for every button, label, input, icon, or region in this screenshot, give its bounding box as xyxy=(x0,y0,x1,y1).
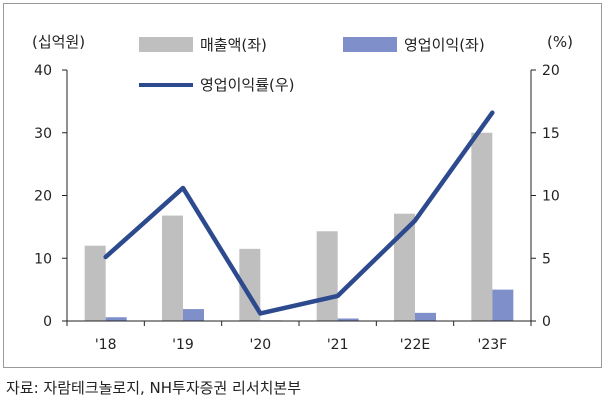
left-tick-label-4: 40 xyxy=(34,63,52,79)
right-tick-label-3: 15 xyxy=(542,126,560,142)
x-tick-label-4: '22E xyxy=(400,337,431,353)
left-tick-label-1: 10 xyxy=(34,251,52,267)
sales-bar-4 xyxy=(394,213,415,321)
op-profit-bar-4 xyxy=(415,312,436,321)
left-tick-label-0: 0 xyxy=(43,314,52,330)
legend-label-op-profit: 영업이익(좌) xyxy=(404,36,485,54)
x-tick-label-3: '21 xyxy=(327,337,349,353)
line-layer xyxy=(103,110,495,316)
x-tick-label-2: '20 xyxy=(249,337,271,353)
sales-bar-0 xyxy=(84,245,106,321)
op-profit-bar-5 xyxy=(492,289,514,321)
legend-swatch-op-profit xyxy=(343,37,397,52)
source-note: 자료: 자람테크놀로지, NH투자증권 리서치본부 xyxy=(6,379,302,397)
op-profit-bar-1 xyxy=(183,309,204,321)
combo-chart: 0 10 20 30 40 0 5 10 15 20 '18 '19 '20 '21 '22E '23F (십… xyxy=(32,33,573,353)
right-tick-label-4: 20 xyxy=(542,63,560,79)
legend-swatch-sales xyxy=(139,37,193,52)
x-tick-label-1: '19 xyxy=(172,337,194,353)
legend-label-op-margin: 영업이익률(우) xyxy=(200,76,295,94)
axes-layer xyxy=(66,70,532,322)
sales-bar-5 xyxy=(471,132,493,321)
chart-frame xyxy=(3,3,602,368)
x-tick-label-0: '18 xyxy=(95,337,117,353)
right-tick-label-1: 5 xyxy=(542,251,551,267)
left-tick-label-3: 30 xyxy=(34,126,52,142)
x-tick-label-5: '23F xyxy=(477,337,507,353)
right-tick-label-2: 10 xyxy=(542,189,560,205)
op-profit-bar-3 xyxy=(337,318,359,321)
right-tick-label-0: 0 xyxy=(542,314,551,330)
sales-bar-1 xyxy=(162,215,183,321)
legend: 매출액(좌) 영업이익(좌) 영업이익률(우) xyxy=(139,36,485,94)
legend-label-sales: 매출액(좌) xyxy=(200,36,267,54)
left-axis-label: (십억원) xyxy=(32,33,85,51)
right-axis-label: (%) xyxy=(547,33,573,51)
op-profit-bar-0 xyxy=(105,317,127,321)
ticks-layer: 0 10 20 30 40 0 5 10 15 20 '18 '19 '20 '21 '22E '23F xyxy=(34,63,560,353)
bars-layer xyxy=(84,132,514,321)
left-tick-label-2: 20 xyxy=(34,189,52,205)
op-margin-line xyxy=(103,110,495,316)
sales-bar-3 xyxy=(316,231,338,321)
